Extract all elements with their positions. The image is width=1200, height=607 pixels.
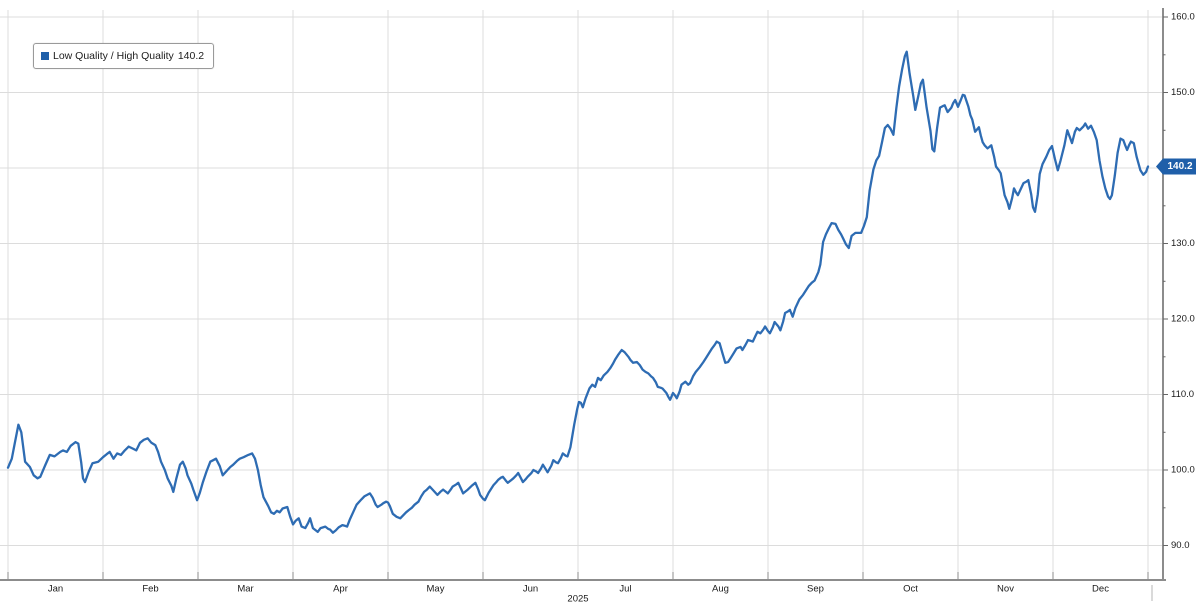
y-axis-label-120.0: 120.0 [1171,314,1195,325]
y-axis-label-160.0: 160.0 [1171,12,1195,23]
x-axis-label-dec: Dec [1092,584,1109,595]
legend-series-value: 140.2 [177,50,205,62]
y-axis-label-130.0: 130.0 [1171,238,1195,249]
x-axis-label-jan: Jan [48,584,63,595]
last-price-badge-shape [1156,158,1196,175]
last-price-badge-value: 140.2 [1167,161,1192,172]
x-axis-year-label: 2025 [567,594,588,605]
series-line[interactable] [6,50,1150,534]
x-axis-label-oct: Oct [903,584,918,595]
x-axis-label-aug: Aug [712,584,729,595]
x-axis-label-nov: Nov [997,584,1014,595]
x-axis-label-feb: Feb [142,584,158,595]
legend[interactable]: Low Quality / High Quality 140.2 [33,43,215,69]
x-axis[interactable]: Jan Feb Mar Apr May Jun Jul Aug Sep Oct Nov Dec 2025 [0,572,1166,605]
y-axis-label-100.0: 100.0 [1171,465,1195,476]
y-axis-label-90.0: 90.0 [1171,540,1190,551]
x-axis-label-jun: Jun [523,584,538,595]
last-price-badge: 140.2 [1156,158,1196,175]
legend-series-label: Low Quality / High Quality [53,50,174,62]
y-axis-label-150.0: 150.0 [1171,87,1195,98]
x-axis-label-mar: Mar [237,584,253,595]
x-axis-label-jul: Jul [619,584,631,595]
x-axis-label-sep: Sep [807,584,824,595]
x-axis-label-apr: Apr [333,584,348,595]
y-axis-label-110.0: 110.0 [1171,389,1194,400]
x-axis-label-may: May [427,584,445,595]
legend-series-marker-icon [41,52,49,60]
